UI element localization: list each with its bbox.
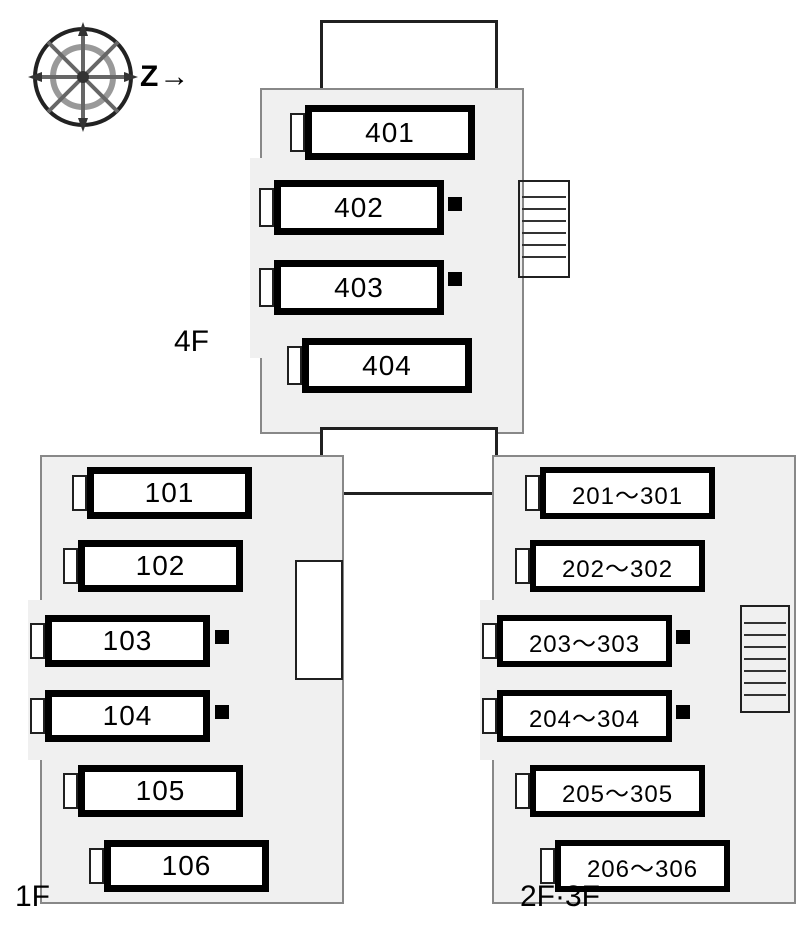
f1-unit-1: 101: [87, 467, 252, 519]
unit-label: 204〜304: [529, 699, 640, 734]
f23-pillar-2: [676, 705, 690, 719]
unit-label: 404: [362, 350, 412, 382]
stair-23f-treads: [744, 610, 786, 708]
f1-unit-2: 102: [78, 540, 243, 592]
f23-balcony-6: [540, 848, 555, 884]
f4-pillar-1: [448, 197, 462, 211]
f23-unit-2: 202〜302: [530, 540, 705, 592]
stair-4f-treads: [522, 184, 566, 274]
f23-balcony-3: [482, 623, 497, 659]
f23-unit-4: 204〜304: [497, 690, 672, 742]
unit-label: 206〜306: [587, 849, 698, 884]
unit-label: 202〜302: [562, 549, 673, 584]
f4-balcony-3: [259, 268, 274, 307]
f4-unit-4: 404: [302, 338, 472, 393]
entrance-1f: [295, 560, 343, 680]
f1-unit-6: 106: [104, 840, 269, 892]
f1-pillar-1: [215, 630, 229, 644]
unit-label: 106: [162, 850, 212, 882]
unit-label: 403: [334, 272, 384, 304]
f4-balcony-2: [259, 188, 274, 227]
f1-balcony-1: [72, 475, 87, 511]
compass-rose: [28, 22, 138, 132]
f1-unit-4: 104: [45, 690, 210, 742]
floor-label-23f: 2F·3F: [520, 880, 600, 914]
balcony-4f-bottom: [320, 427, 498, 495]
balcony-4f-top: [320, 20, 498, 92]
f4-pillar-2: [448, 272, 462, 286]
floor-label-4f: 4F: [174, 325, 209, 359]
f23-balcony-1: [525, 475, 540, 511]
f4-balcony-4: [287, 346, 302, 385]
f1-unit-3: 103: [45, 615, 210, 667]
f23-balcony-4: [482, 698, 497, 734]
unit-label: 205〜305: [562, 774, 673, 809]
f1-balcony-6: [89, 848, 104, 884]
floor-plan-canvas: Z→ 401 402 403 404 4F 101 102 103 104 105 106 1F: [0, 0, 800, 926]
f23-unit-3: 203〜303: [497, 615, 672, 667]
floor-label-1f: 1F: [15, 880, 50, 914]
unit-label: 401: [365, 117, 415, 149]
compass-label: Z→: [140, 60, 190, 94]
f4-unit-2: 402: [274, 180, 444, 235]
unit-label: 201〜301: [572, 476, 683, 511]
f1-pillar-2: [215, 705, 229, 719]
unit-label: 402: [334, 192, 384, 224]
f1-balcony-4: [30, 698, 45, 734]
f1-unit-5: 105: [78, 765, 243, 817]
unit-label: 203〜303: [529, 624, 640, 659]
f23-balcony-2: [515, 548, 530, 584]
unit-label: 105: [136, 775, 186, 807]
unit-label: 102: [136, 550, 186, 582]
f23-balcony-5: [515, 773, 530, 809]
unit-label: 103: [103, 625, 153, 657]
f23-unit-5: 205〜305: [530, 765, 705, 817]
f1-balcony-2: [63, 548, 78, 584]
f1-balcony-3: [30, 623, 45, 659]
f23-unit-1: 201〜301: [540, 467, 715, 519]
f4-balcony-1: [290, 113, 305, 152]
f23-pillar-1: [676, 630, 690, 644]
f1-balcony-5: [63, 773, 78, 809]
f4-unit-3: 403: [274, 260, 444, 315]
f4-unit-1: 401: [305, 105, 475, 160]
unit-label: 101: [145, 477, 195, 509]
unit-label: 104: [103, 700, 153, 732]
